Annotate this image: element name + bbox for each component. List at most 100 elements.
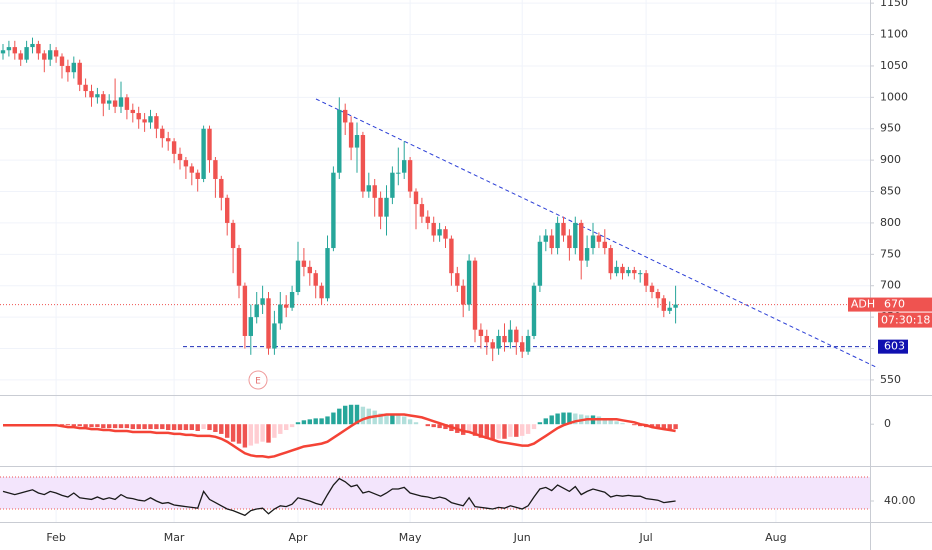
histogram-bar (107, 424, 112, 429)
candle-body (319, 285, 324, 299)
histogram-bar (461, 424, 466, 435)
candle-body (242, 285, 248, 336)
histogram-bar (307, 419, 312, 425)
macd-line (3, 413, 676, 459)
y-tick-label: 1150 (880, 0, 908, 9)
candle-body (124, 97, 130, 110)
candle-body (661, 298, 666, 311)
x-tick-label: Feb (46, 531, 65, 544)
candle-body (331, 172, 336, 249)
histogram-bar (177, 424, 183, 431)
histogram-bar (614, 421, 619, 425)
histogram-bar (130, 424, 135, 430)
histogram-bar (325, 416, 330, 425)
histogram-bar (236, 424, 242, 444)
earnings-label: E (255, 377, 261, 387)
histogram-bar (313, 418, 318, 425)
candle-body (65, 65, 71, 73)
histogram-bar (673, 424, 678, 430)
support-box (878, 339, 908, 354)
candle-body (101, 94, 106, 104)
candle-body (236, 248, 242, 286)
candle-body (502, 335, 507, 343)
symbol-box (848, 297, 878, 312)
histogram-bar (242, 424, 248, 448)
y-tick-label: 700 (880, 279, 901, 292)
histogram-bar (490, 424, 495, 440)
histogram-bar (136, 424, 141, 430)
histogram-bar (466, 424, 472, 432)
histogram-bar (189, 424, 194, 431)
candle-body (248, 317, 253, 336)
x-tick-label: Jul (638, 531, 652, 544)
y-tick-label: 40.00 (884, 494, 916, 507)
histogram-bar (219, 424, 224, 434)
candle-body (89, 91, 94, 98)
candle-body (390, 172, 395, 198)
candle-body (18, 53, 23, 60)
y-tick-label: 850 (880, 185, 901, 198)
candle-body (673, 304, 678, 308)
histogram-bar (543, 418, 548, 425)
candle-body (0, 50, 6, 54)
candle-body (177, 153, 183, 161)
histogram-bar (71, 424, 76, 427)
price-box (878, 297, 932, 312)
histogram-bar (496, 424, 501, 439)
histogram-bar (343, 405, 348, 425)
histogram-bar (301, 420, 307, 425)
candle-body (366, 185, 371, 192)
candle-body (496, 335, 501, 349)
candle-body (602, 241, 607, 249)
candle-body (579, 222, 584, 261)
candle-body (590, 235, 596, 249)
histogram-bar (354, 404, 360, 425)
histogram-bar (260, 424, 265, 442)
candle-body (6, 47, 12, 51)
histogram-bar (101, 424, 106, 429)
candle-body (183, 160, 189, 167)
candle-body (354, 135, 360, 148)
histogram-bar (667, 424, 672, 430)
trend-line (315, 98, 879, 369)
candle-body (472, 260, 478, 330)
earnings-marker (248, 370, 268, 390)
candle-body (620, 266, 625, 274)
histogram-bar (254, 424, 259, 444)
histogram-bar (289, 424, 295, 428)
histogram-bar (378, 413, 383, 425)
candle-body (396, 172, 401, 174)
candle-body (407, 160, 413, 192)
y-tick-label: 900 (880, 153, 901, 166)
histogram-bar (472, 424, 478, 436)
histogram-bar (437, 424, 442, 429)
candle-body (325, 248, 330, 299)
histogram-bar (520, 424, 525, 436)
histogram-bar (148, 424, 153, 430)
candle-body (107, 100, 112, 104)
histogram-bar (166, 424, 171, 431)
y-tick-label: 1000 (880, 90, 908, 103)
candle-body (508, 329, 513, 343)
histogram-bar (59, 424, 65, 426)
histogram-bar (89, 424, 94, 428)
candle-body (230, 222, 236, 249)
candle-body (12, 47, 17, 54)
y-tick-label: 1050 (880, 59, 908, 72)
candle-body (478, 329, 484, 336)
symbol-label: ADH (851, 298, 875, 311)
price-label: 670 (884, 298, 905, 311)
histogram-bar (537, 422, 543, 425)
y-tick-label: 750 (880, 247, 901, 260)
candle-body (260, 298, 265, 305)
candle-body (83, 84, 88, 92)
candle-body (419, 204, 425, 217)
candle-body (130, 109, 135, 114)
candle-body (42, 53, 47, 60)
candle-body (284, 304, 289, 308)
candle-body (213, 160, 218, 179)
candle-body (643, 273, 649, 286)
histogram-bar (649, 424, 655, 428)
candle-body (53, 50, 59, 57)
